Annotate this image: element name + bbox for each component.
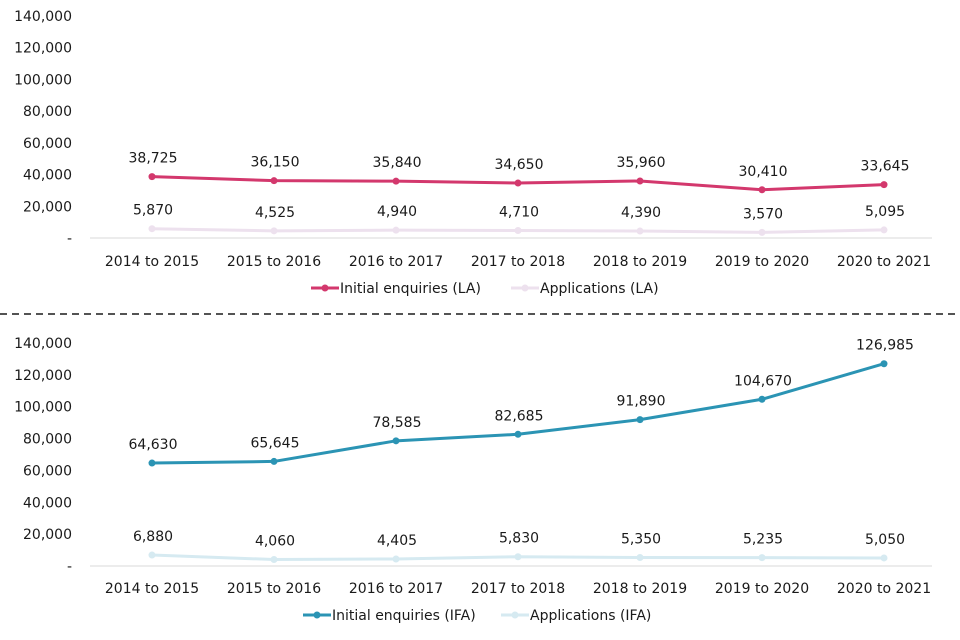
data-point: [148, 551, 156, 559]
data-label: 5,870: [133, 203, 173, 219]
y-tick-label: 80,000: [23, 104, 72, 120]
x-tick-label: 2019 to 2020: [715, 254, 809, 270]
data-label: 4,525: [255, 205, 295, 221]
data-point: [758, 395, 766, 403]
x-tick-label: 2014 to 2015: [105, 254, 199, 270]
legend-label: Initial enquiries (LA): [340, 281, 481, 297]
legend-swatch-marker: [521, 284, 529, 292]
y-tick-label: -: [67, 231, 72, 247]
y-tick-label: 40,000: [23, 495, 72, 511]
data-point: [392, 437, 400, 445]
legend-label: Applications (LA): [540, 281, 659, 297]
data-label: 36,150: [251, 155, 300, 171]
data-label: 4,390: [621, 205, 661, 221]
data-point: [636, 416, 644, 424]
data-point: [880, 181, 888, 189]
x-tick-label: 2018 to 2019: [593, 581, 687, 597]
y-tick-label: -: [67, 559, 72, 575]
data-label: 5,830: [499, 531, 539, 547]
y-tick-label: 40,000: [23, 168, 72, 184]
data-point: [392, 555, 400, 563]
data-point: [636, 553, 644, 561]
y-tick-label: 100,000: [14, 400, 72, 416]
data-label: 82,685: [495, 408, 544, 424]
data-point: [270, 227, 278, 235]
data-point: [148, 459, 156, 467]
data-point: [758, 186, 766, 194]
data-point: [880, 360, 888, 368]
data-point: [514, 179, 522, 187]
data-point: [270, 556, 278, 564]
x-tick-label: 2018 to 2019: [593, 254, 687, 270]
y-tick-label: 60,000: [23, 136, 72, 152]
data-label: 30,410: [739, 164, 788, 180]
x-tick-label: 2016 to 2017: [349, 581, 443, 597]
x-tick-label: 2020 to 2021: [837, 581, 931, 597]
y-tick-label: 20,000: [23, 527, 72, 543]
ifa-chart-panel: - 20,000 40,000 60,000 80,000 100,000 120,000 1…: [14, 336, 932, 624]
y-tick-label: 80,000: [23, 432, 72, 448]
data-point: [880, 554, 888, 562]
data-label: 33,645: [861, 159, 910, 175]
y-tick-label: 100,000: [14, 72, 72, 88]
x-tick-label: 2014 to 2015: [105, 581, 199, 597]
data-label: 5,095: [865, 204, 905, 220]
data-label: 4,710: [499, 205, 539, 221]
y-tick-label: 60,000: [23, 463, 72, 479]
y-tick-label: 140,000: [14, 9, 72, 25]
data-label: 91,890: [617, 394, 666, 410]
data-label: 4,405: [377, 533, 417, 549]
data-label: 104,670: [734, 373, 792, 389]
data-point: [270, 177, 278, 185]
y-tick-label: 140,000: [14, 336, 72, 352]
x-tick-label: 2015 to 2016: [227, 581, 321, 597]
x-tick-label: 2020 to 2021: [837, 254, 931, 270]
x-tick-label: 2016 to 2017: [349, 254, 443, 270]
data-label: 34,650: [495, 157, 544, 173]
y-tick-label: 20,000: [23, 199, 72, 215]
data-point: [392, 226, 400, 234]
data-point: [392, 177, 400, 185]
legend-swatch-marker: [321, 284, 329, 292]
data-label: 65,645: [251, 435, 300, 451]
data-label: 78,585: [373, 415, 422, 431]
legend-label: Initial enquiries (IFA): [332, 608, 476, 624]
data-label: 6,880: [133, 529, 173, 545]
y-tick-label: 120,000: [14, 368, 72, 384]
legend-swatch-marker: [313, 611, 321, 619]
x-tick-label: 2015 to 2016: [227, 254, 321, 270]
data-label: 4,060: [255, 534, 295, 550]
data-point: [514, 227, 522, 235]
data-label: 35,840: [373, 155, 422, 171]
x-tick-label: 2017 to 2018: [471, 581, 565, 597]
data-label: 5,350: [621, 531, 661, 547]
data-point: [148, 173, 156, 181]
data-label: 4,940: [377, 204, 417, 220]
data-label: 35,960: [617, 155, 666, 171]
y-tick-label: 120,000: [14, 41, 72, 57]
data-point: [636, 227, 644, 235]
data-point: [514, 553, 522, 561]
la-chart-panel: - 20,000 40,000 60,000 80,000 100,000 120,000 1…: [14, 9, 932, 297]
legend-label: Applications (IFA): [530, 608, 651, 624]
data-point: [636, 177, 644, 185]
data-label: 126,985: [856, 338, 914, 354]
legend-swatch-marker: [511, 611, 519, 619]
data-point: [880, 226, 888, 234]
data-point: [514, 430, 522, 438]
data-point: [270, 457, 278, 465]
x-tick-label: 2019 to 2020: [715, 581, 809, 597]
x-tick-label: 2017 to 2018: [471, 254, 565, 270]
data-point: [758, 554, 766, 562]
data-label: 64,630: [129, 437, 178, 453]
data-point: [148, 225, 156, 233]
data-label: 5,050: [865, 532, 905, 548]
data-point: [758, 228, 766, 236]
data-label: 5,235: [743, 532, 783, 548]
data-label: 38,725: [129, 151, 178, 167]
data-label: 3,570: [743, 206, 783, 222]
